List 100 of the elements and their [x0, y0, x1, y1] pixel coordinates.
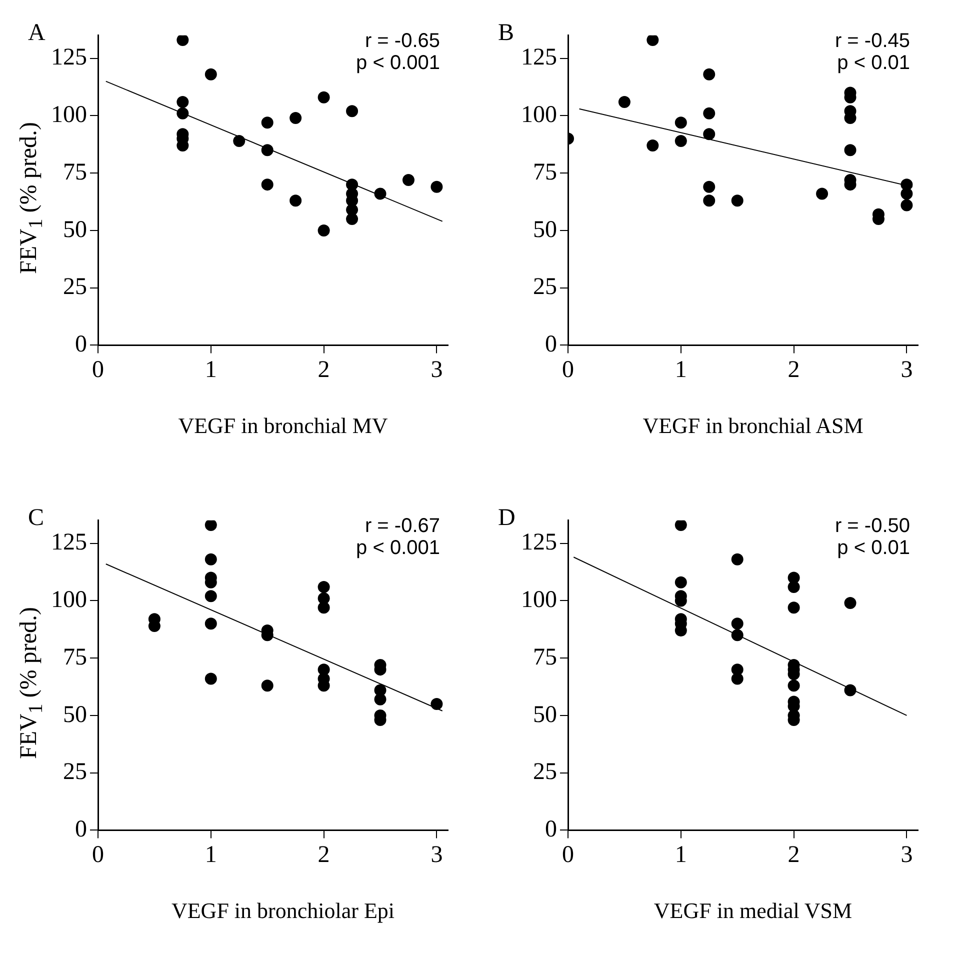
- point: [204, 672, 217, 685]
- chart-title: D: [498, 505, 516, 532]
- x-tick-label: 1: [204, 356, 217, 383]
- point: [731, 629, 744, 642]
- chart-title: A: [28, 20, 46, 47]
- point: [204, 68, 217, 80]
- point: [318, 580, 330, 593]
- x-tick-label: 2: [788, 356, 800, 383]
- point: [346, 105, 358, 118]
- x-tick-label: 3: [900, 842, 913, 868]
- y-tick-label: 25: [63, 759, 87, 786]
- point: [788, 602, 800, 614]
- point: [261, 680, 274, 692]
- point: [844, 597, 856, 610]
- point: [374, 188, 386, 200]
- x-tick-label: 1: [674, 356, 687, 383]
- point: [674, 134, 687, 147]
- y-tick-label: 25: [533, 274, 557, 300]
- point: [703, 180, 716, 193]
- y-tick-label: 50: [63, 216, 87, 243]
- point: [204, 520, 217, 531]
- y-tick-label: 125: [521, 44, 557, 71]
- point: [318, 224, 330, 236]
- y-tick-label: 100: [51, 587, 87, 614]
- x-tick-label: 1: [204, 842, 217, 868]
- point: [646, 140, 659, 152]
- y-tick-label: 125: [521, 530, 557, 556]
- y-tick-label: 0: [545, 816, 557, 842]
- point: [318, 602, 330, 614]
- x-tick-label: 0: [562, 842, 574, 868]
- x-tick-label: 2: [318, 842, 330, 868]
- point: [674, 520, 687, 531]
- x-axis-title: VEGF in bronchial ASM: [642, 413, 864, 439]
- point: [844, 144, 856, 156]
- point: [204, 553, 217, 566]
- point: [731, 553, 744, 566]
- y-tick-label: 50: [533, 702, 557, 728]
- y-tick-label: 100: [521, 102, 557, 128]
- y-tick-label: 0: [75, 816, 87, 842]
- point: [731, 618, 744, 630]
- point: [430, 180, 443, 193]
- annotation: p < 0.01: [837, 52, 910, 74]
- point: [816, 188, 828, 200]
- point: [176, 96, 189, 108]
- point: [900, 188, 913, 200]
- x-tick-label: 0: [562, 356, 574, 383]
- y-tick-label: 0: [75, 331, 87, 358]
- annotation: r = -0.65: [364, 30, 440, 52]
- point: [261, 116, 274, 129]
- point: [618, 96, 630, 108]
- point: [261, 178, 274, 191]
- point: [674, 576, 687, 588]
- point: [703, 194, 716, 207]
- point: [703, 128, 716, 140]
- annotation: p < 0.001: [356, 52, 440, 74]
- point: [402, 174, 414, 186]
- point: [703, 107, 716, 120]
- chart-title: C: [28, 505, 44, 532]
- x-tick-label: 0: [92, 842, 104, 868]
- x-tick-label: 2: [788, 842, 800, 868]
- x-axis-title: VEGF in bronchiolar Epi: [170, 898, 396, 924]
- y-tick-label: 0: [545, 331, 557, 358]
- point: [176, 35, 189, 46]
- point: [788, 680, 800, 692]
- x-tick-label: 1: [674, 842, 687, 868]
- x-tick-label: 3: [900, 356, 913, 383]
- x-axis-title: VEGF in medial VSM: [652, 898, 854, 924]
- x-tick-label: 0: [92, 356, 104, 383]
- point: [233, 134, 246, 147]
- point: [674, 116, 687, 129]
- y-tick-label: 100: [51, 102, 87, 128]
- annotation: r = -0.67: [364, 514, 440, 537]
- y-tick-label: 75: [63, 159, 87, 186]
- annotation: p < 0.001: [356, 536, 440, 559]
- annotation: p < 0.01: [837, 536, 910, 559]
- y-tick-label: 25: [533, 759, 557, 786]
- x-tick-label: 2: [318, 356, 330, 383]
- point: [844, 684, 856, 696]
- point: [731, 672, 744, 685]
- point: [900, 199, 913, 212]
- point: [703, 68, 716, 80]
- y-tick-label: 125: [51, 530, 87, 556]
- annotation: r = -0.50: [834, 514, 910, 537]
- y-tick-label: 75: [533, 159, 557, 186]
- point: [318, 91, 330, 104]
- point: [204, 618, 217, 630]
- point: [646, 35, 659, 46]
- point: [204, 590, 217, 602]
- point: [430, 698, 443, 710]
- y-tick-label: 125: [51, 44, 87, 71]
- x-axis-title: VEGF in bronchial MV: [177, 413, 389, 439]
- y-tick-label: 75: [533, 644, 557, 670]
- x-tick-label: 3: [430, 356, 443, 383]
- x-tick-label: 3: [430, 842, 443, 868]
- y-tick-label: 100: [521, 587, 557, 614]
- y-tick-label: 75: [63, 644, 87, 670]
- point: [731, 194, 744, 207]
- chart-title: B: [498, 20, 514, 47]
- y-tick-label: 50: [533, 216, 557, 243]
- y-tick-label: 50: [63, 702, 87, 728]
